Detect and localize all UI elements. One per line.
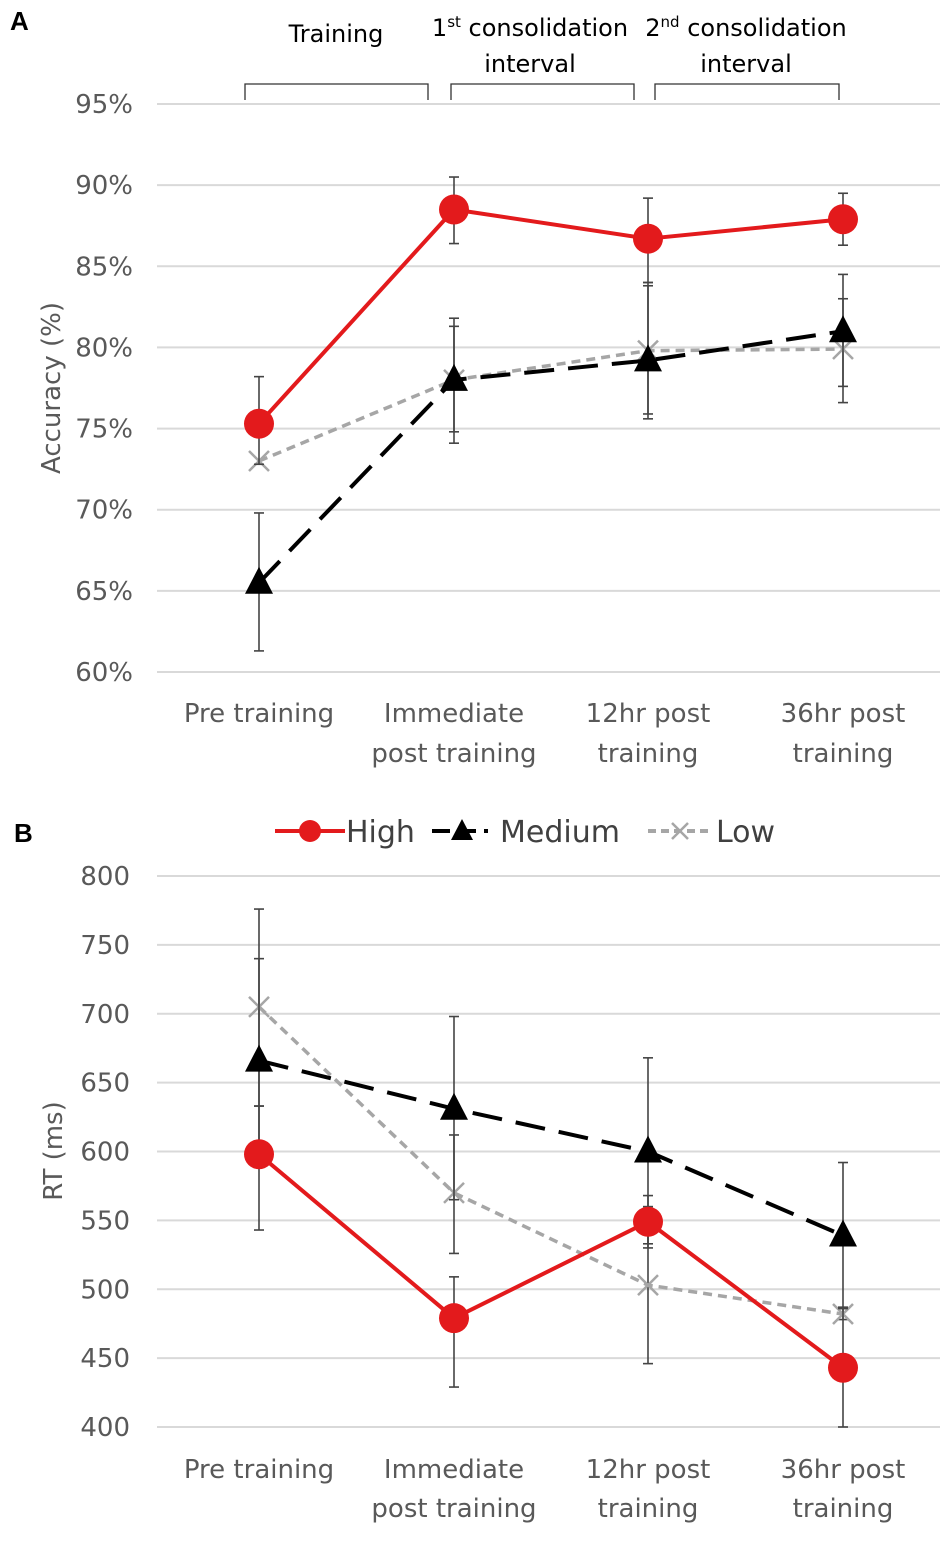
panel-b-x-category-label: Pre training [184,1455,334,1485]
data-point-high [439,1303,469,1334]
panel-a-y-tick-label: 90% [75,171,133,201]
legend: High Medium Low [275,815,775,850]
panel-b-x-category-label: 12hr post [586,1455,711,1485]
panel-a-y-tick-label: 95% [75,90,133,120]
panel-a-gridlines [157,103,940,673]
panel-a-series-high [244,176,858,466]
legend-high-marker [299,820,321,842]
series-line-medium [257,329,844,585]
data-point-medium [245,566,273,594]
data-point-high [244,408,274,439]
panel-b-x-category-label: Immediate [384,1455,524,1485]
panel-a-x-category-label: training [793,739,894,769]
panel-a-series-low [248,281,854,472]
series-line-low [257,1005,844,1316]
legend-medium-label: Medium [500,815,620,850]
panel-b-label: B [14,818,33,848]
data-point-high [633,223,663,254]
legend-low-marker [671,822,689,840]
panel-a-y-tick-label: 85% [75,252,133,282]
panel-b-y-tick-label: 700 [80,1000,130,1030]
panel-a-x-category-label: Pre training [184,699,334,729]
legend-item-low: Low [648,815,775,850]
panel-a-y-tick-label: 65% [75,577,133,607]
data-point-low [637,1274,659,1297]
series-line-high [257,1152,845,1370]
panel-a-x-category-label: training [598,739,699,769]
data-point-medium [634,344,662,372]
bracket-training: Training [244,20,429,100]
panel-a-y-tick-label: 70% [75,496,133,526]
data-point-medium [634,1135,662,1163]
legend-high-label: High [346,815,415,850]
panel-b-y-tick-label: 750 [80,931,130,961]
panel-a-x-categories: Pre training Immediate post training 12hr p… [184,699,906,769]
panel-b-y-tick-label: 650 [80,1069,130,1099]
panel-b-x-category-label: 36hr post [781,1455,906,1485]
bracket-second-consolidation: 2nd consolidation interval [645,13,847,100]
panel-b-y-axis-title: RT (ms) [39,1101,69,1200]
series-line-low [258,347,844,463]
panel-b-y-tick-label: 800 [80,862,130,892]
panel-a-y-axis-title: Accuracy (%) [37,302,67,474]
panel-a-label: A [10,6,29,36]
legend-low-label: Low [716,815,775,850]
bracket-first-consolidation: 1st consolidation interval [432,13,635,100]
panel-b-series-medium [245,957,857,1310]
panel-b-y-tick-label: 500 [80,1275,130,1305]
panel-b-x-category-label: post training [371,1494,536,1524]
bracket-second-consolidation-line2: interval [700,50,792,78]
legend-item-medium: Medium [432,815,620,850]
data-point-high [244,1139,274,1170]
panel-a-y-tick-label: 60% [75,658,133,688]
panel-b-y-tick-label: 450 [80,1344,130,1374]
panel-a-x-category-label: 12hr post [586,699,711,729]
series-line-high [257,207,844,426]
data-point-medium [829,1219,857,1247]
panel-b-y-tick-label: 400 [80,1413,130,1443]
data-point-medium [245,1044,273,1072]
bracket-training-label: Training [288,20,384,48]
bracket-second-consolidation-line1: 2nd consolidation [645,13,846,42]
series-line-medium [258,1058,844,1238]
data-point-medium [440,363,468,391]
panel-b-series-low [248,908,854,1365]
data-point-high [828,1352,858,1383]
panel-a-y-ticks: 60% 65% 70% 75% 80% 85% 90% 95% [75,90,133,688]
panel-a-x-category-label: Immediate [384,699,524,729]
data-point-high [633,1206,663,1237]
panel-b-x-category-label: training [793,1494,894,1524]
bracket-first-consolidation-line2: interval [484,50,576,78]
legend-medium-marker [451,819,473,840]
panel-b-x-category-label: training [598,1494,699,1524]
panel-b-y-tick-label: 550 [80,1206,130,1236]
bracket-training-shape [244,83,429,100]
data-point-medium [440,1092,468,1120]
bracket-second-consolidation-shape [654,83,840,100]
panel-b-y-ticks: 400 450 500 550 600 650 700 750 800 [80,862,130,1443]
data-point-high [439,194,469,225]
panel-a-series-medium [245,273,857,652]
data-point-medium [829,315,857,343]
panel-b-plot [244,908,858,1428]
panel-a-x-category-label: post training [371,739,536,769]
panel-a-x-category-label: 36hr post [781,699,906,729]
panel-a-y-tick-label: 80% [75,333,133,363]
panel-a-plot [244,176,858,652]
panel-a-y-tick-label: 75% [75,415,133,445]
panel-b-y-tick-label: 600 [80,1138,130,1168]
bracket-first-consolidation-shape [450,83,635,100]
bracket-first-consolidation-line1: 1st consolidation [432,13,628,42]
panel-b-gridlines [157,875,940,1428]
data-point-high [828,204,858,235]
legend-item-high: High [275,815,415,850]
panel-b-series-high [244,1105,858,1428]
panel-b-x-categories: Pre training Immediate post training 12hr p… [184,1455,906,1524]
